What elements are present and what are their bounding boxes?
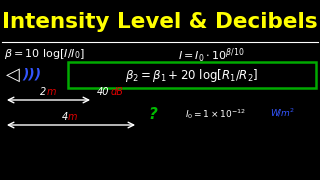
- Text: $I = I_0\cdot 10^{\beta/10}$: $I = I_0\cdot 10^{\beta/10}$: [178, 47, 244, 65]
- Text: ◁: ◁: [6, 66, 20, 84]
- Text: m: m: [68, 112, 77, 122]
- Text: $W\!/m^2$: $W\!/m^2$: [270, 107, 295, 119]
- Text: m: m: [47, 87, 57, 97]
- Text: Intensity Level & Decibels: Intensity Level & Decibels: [2, 12, 318, 32]
- Text: $I_0 = 1\times10^{-12}$: $I_0 = 1\times10^{-12}$: [185, 107, 246, 121]
- Text: 2: 2: [40, 87, 49, 97]
- Text: $\beta_2 = \beta_1 + 20\ \log[R_1/R_2]$: $\beta_2 = \beta_1 + 20\ \log[R_1/R_2]$: [125, 66, 259, 84]
- Text: ?: ?: [148, 107, 157, 122]
- Text: 40: 40: [97, 87, 109, 97]
- Bar: [68, 62, 316, 88]
- Text: ))): ))): [22, 68, 41, 82]
- Text: dB: dB: [111, 87, 124, 97]
- Text: $\beta = 10\ \log[I/I_0]$: $\beta = 10\ \log[I/I_0]$: [4, 47, 85, 61]
- Text: 4: 4: [62, 112, 68, 122]
